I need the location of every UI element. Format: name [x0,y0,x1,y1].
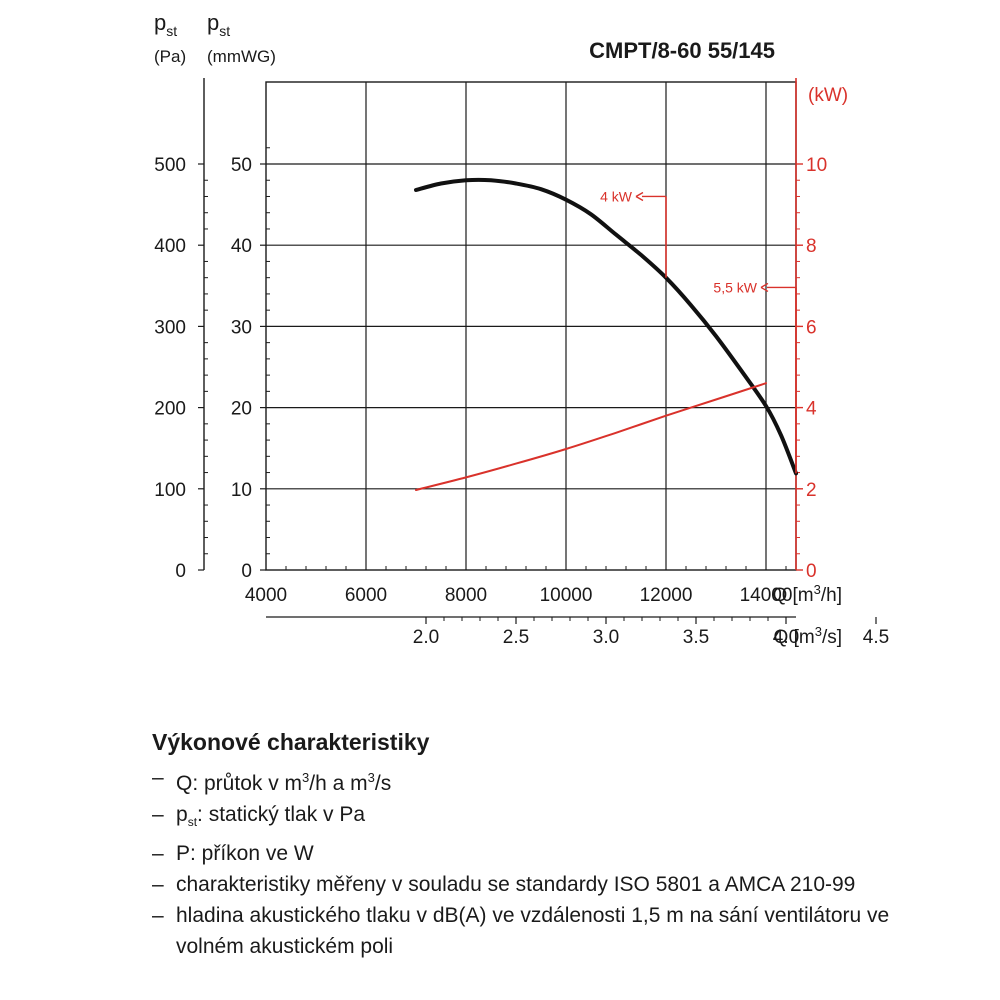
tick-label-mmwg-5: 50 [231,155,252,176]
chart-axis-labels: Q [m3/h] Q [m3/s] pst (Pa) pst (mmWG) (kW) CMPT… [154,10,848,648]
tick-label-x2-2: 3.0 [593,627,619,648]
notes-title: Výkonové charakteristiky [152,729,430,755]
pressure-curve [414,177,798,476]
annotation-arrowhead-0 [635,191,644,202]
tick-label-kw-5: 10 [806,155,827,176]
tick-label-pa-0: 0 [175,561,186,582]
tick-label-x2-4: 4.0 [773,627,799,648]
notes-item: P: příkon ve W [152,838,952,869]
right-axis-label: (kW) [808,85,848,106]
tick-label-x-5: 14000 [740,585,793,606]
tick-label-mmwg-3: 30 [231,317,252,338]
tick-label-x2-3: 3.5 [683,627,709,648]
tick-label-x2-1: 2.5 [503,627,529,648]
notes-item: hladina akustického tlaku v dB(A) ve vzd… [152,900,952,962]
y-axis-unit-1: (mmWG) [207,47,276,66]
tick-label-x-0: 4000 [245,585,287,606]
annotation-arrowhead-1 [760,282,769,293]
annotation-label-1: 5,5 kW [713,279,757,295]
tick-label-pa-4: 400 [154,236,186,257]
tick-label-kw-1: 2 [806,480,817,501]
notes-list: Q: průtok v m3/h a m3/spst: statický tla… [152,762,952,962]
annotation-label-0: 4 kW [600,188,633,204]
tick-label-mmwg-0: 0 [241,561,252,582]
notes-section: Výkonové charakteristiky Q: průtok v m3/… [152,728,952,962]
notes-item: charakteristiky měřeny v souladu se stan… [152,869,952,900]
tick-label-x-3: 10000 [540,585,593,606]
x-axis-label: Q [m3/h] [772,582,842,606]
y-axis-symbol-0: pst [154,10,177,39]
tick-label-mmwg-4: 40 [231,236,252,257]
tick-label-x2-5: 4.5 [863,627,889,648]
y-axis-symbol-1: pst [207,10,230,39]
tick-label-kw-4: 8 [806,236,817,257]
tick-label-pa-2: 200 [154,399,186,420]
tick-label-pa-5: 500 [154,155,186,176]
tick-label-x2-0: 2.0 [413,627,439,648]
chart-title: CMPT/8-60 55/145 [589,38,775,63]
tick-label-kw-0: 0 [806,561,817,582]
chart-series [414,177,798,491]
tick-label-mmwg-1: 10 [231,480,252,501]
tick-label-mmwg-2: 20 [231,399,252,420]
power-curve [415,382,767,491]
notes-item: pst: statický tlak v Pa [152,799,952,838]
y-axis-unit-0: (Pa) [154,47,186,66]
tick-label-pa-3: 300 [154,317,186,338]
chart-annotations: 4 kW 5,5 kW [600,188,797,474]
tick-label-kw-2: 4 [806,399,817,420]
tick-label-x-2: 8000 [445,585,487,606]
chart-axes [198,78,877,624]
notes-item: Q: průtok v m3/h a m3/s [152,762,952,799]
tick-label-pa-1: 100 [154,480,186,501]
tick-label-x-1: 6000 [345,585,387,606]
chart-grid [265,81,797,571]
tick-label-x-4: 12000 [640,585,693,606]
x2-axis-label: Q [m3/s] [774,624,842,648]
tick-label-kw-3: 6 [806,317,817,338]
